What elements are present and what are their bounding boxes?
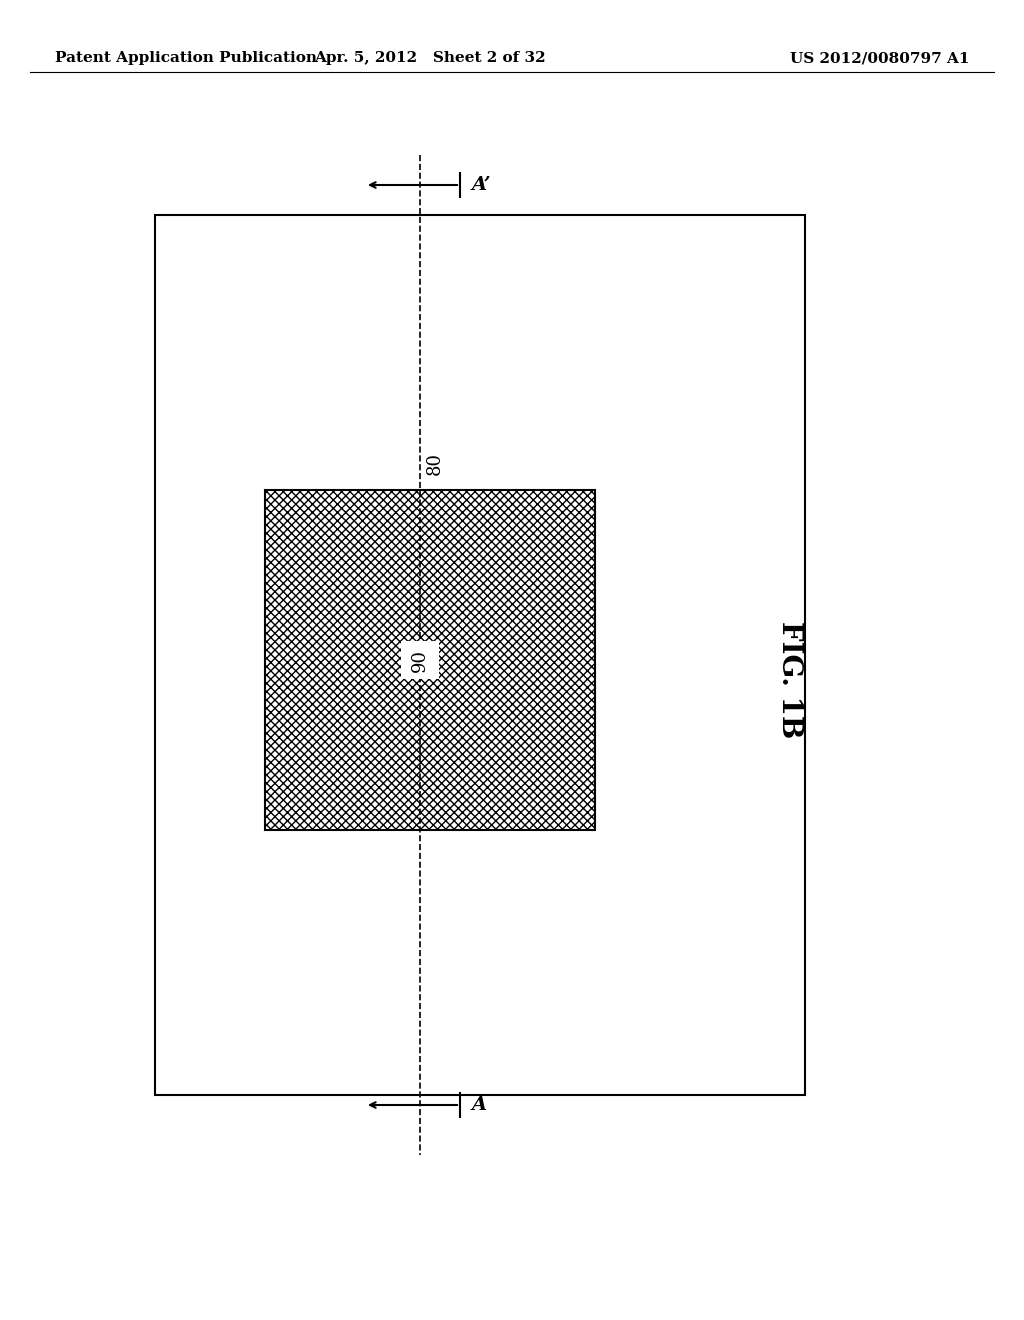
Text: Patent Application Publication: Patent Application Publication	[55, 51, 317, 65]
Text: FIG. 1B: FIG. 1B	[776, 622, 804, 739]
Bar	[401, 642, 439, 678]
Text: US 2012/0080797 A1: US 2012/0080797 A1	[791, 51, 970, 65]
Bar	[265, 490, 595, 830]
Text: A: A	[472, 1096, 487, 1114]
Text: 90: 90	[411, 648, 429, 672]
Text: A’: A’	[472, 176, 492, 194]
Text: 80: 80	[426, 451, 444, 475]
Bar	[155, 215, 805, 1096]
Text: Apr. 5, 2012   Sheet 2 of 32: Apr. 5, 2012 Sheet 2 of 32	[314, 51, 546, 65]
